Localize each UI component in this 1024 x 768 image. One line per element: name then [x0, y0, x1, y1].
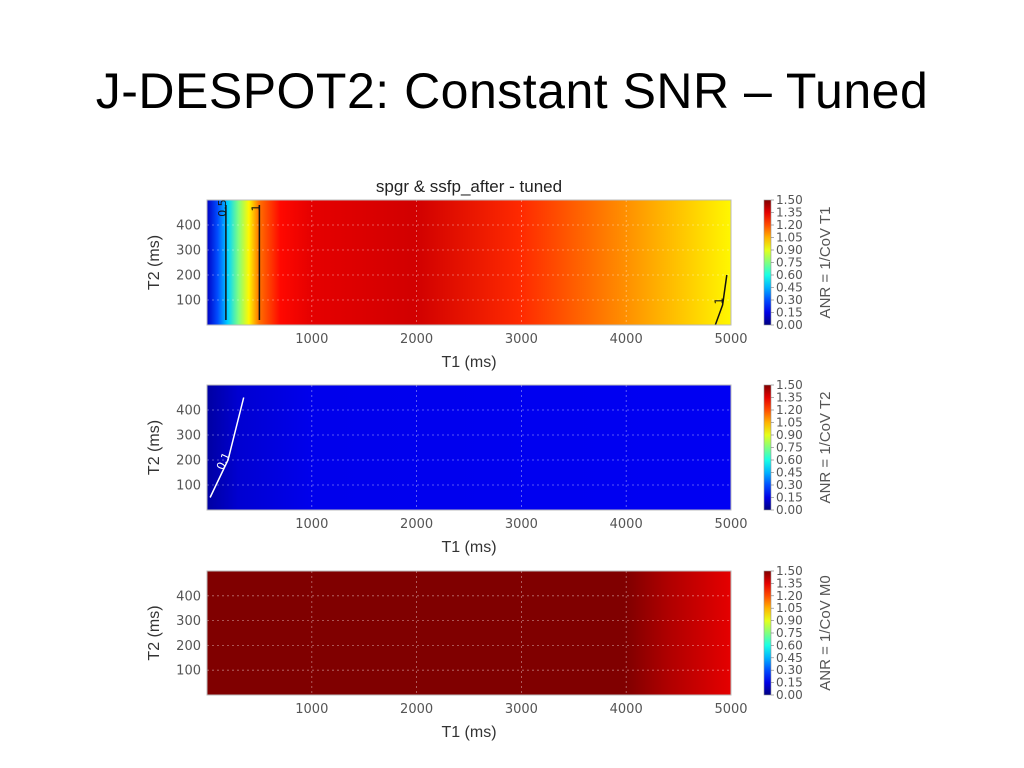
- y-tick-label: 300: [176, 429, 201, 444]
- x-tick-label: 1000: [295, 517, 328, 532]
- y-tick-label: 300: [176, 244, 201, 259]
- colorbar-tick-label: 0.30: [776, 478, 803, 492]
- colorbar-tick-label: 0.75: [776, 626, 803, 640]
- x-axis-label: T1 (ms): [441, 724, 496, 741]
- colorbar-label: ANR = 1/CoV T2: [817, 392, 834, 504]
- colorbar-tick-label: 0.90: [776, 428, 803, 442]
- chart-title: spgr & ssfp_after - tuned: [376, 177, 562, 196]
- colorbar-tick-label: 0.45: [776, 281, 803, 295]
- colorbar-tick-label: 0.30: [776, 663, 803, 677]
- y-tick-label: 200: [176, 454, 201, 469]
- x-tick-label: 1000: [295, 702, 328, 717]
- contour-label: 1: [713, 298, 726, 305]
- colorbar-tick-label: 1.50: [776, 378, 803, 392]
- colorbar: [763, 199, 772, 326]
- colorbar-tick-label: 0.90: [776, 243, 803, 257]
- chart-panel-1: 0.5 1 1 1000 2000 3000 4000 5000 100 200 300 400 T1 …: [146, 177, 834, 371]
- colorbar: [763, 570, 772, 696]
- y-tick-label: 100: [176, 664, 201, 679]
- x-tick-label: 5000: [714, 332, 747, 347]
- x-tick-label: 3000: [505, 517, 538, 532]
- colorbar-tick-label: 1.20: [776, 218, 803, 232]
- colorbar-tick-label: 0.15: [776, 306, 803, 320]
- y-tick-label: 400: [176, 404, 201, 419]
- colorbar-tick-label: 0.75: [776, 441, 803, 455]
- x-tick-label: 3000: [505, 332, 538, 347]
- heatmap-field: [207, 571, 731, 695]
- colorbar-tick-label: 0.00: [776, 318, 803, 332]
- contour-label: 0.5: [216, 199, 229, 217]
- colorbar-label: ANR = 1/CoV T1: [817, 207, 834, 319]
- y-axis-label: T2 (ms): [146, 605, 163, 660]
- x-axis-label: T1 (ms): [441, 539, 496, 556]
- colorbar-tick-label: 0.45: [776, 651, 803, 665]
- contour-line: [209, 397, 245, 498]
- colorbar: [763, 384, 772, 511]
- y-tick-label: 400: [176, 219, 201, 234]
- x-tick-label: 1000: [295, 332, 328, 347]
- colorbar-tick-label: 0.00: [776, 688, 803, 702]
- x-tick-label: 5000: [714, 702, 747, 717]
- colorbar-tick-label: 1.35: [776, 391, 803, 405]
- colorbar-tick-label: 1.50: [776, 564, 803, 578]
- y-tick-label: 400: [176, 589, 201, 604]
- colorbar-tick-label: 1.50: [776, 193, 803, 207]
- x-tick-label: 2000: [400, 332, 433, 347]
- y-tick-label: 100: [176, 294, 201, 309]
- colorbar-tick-label: 0.15: [776, 491, 803, 505]
- colorbar-tick-label: 1.05: [776, 416, 803, 430]
- y-tick-label: 200: [176, 639, 201, 654]
- chart-panel-3: 1000 2000 3000 4000 5000 100 200 300 400 T1 (ms) T…: [146, 564, 834, 741]
- colorbar-tick-label: 1.05: [776, 231, 803, 245]
- colorbar-tick-label: 1.35: [776, 206, 803, 220]
- x-tick-label: 5000: [714, 517, 747, 532]
- plot-frame: [206, 384, 732, 511]
- colorbar-tick-label: 0.60: [776, 268, 803, 282]
- colorbar-tick-label: 1.20: [776, 589, 803, 603]
- contour-line: [714, 274, 728, 326]
- y-tick-label: 300: [176, 614, 201, 629]
- y-tick-label: 100: [176, 479, 201, 494]
- x-tick-label: 4000: [610, 332, 643, 347]
- contour-label: 1: [249, 205, 262, 212]
- x-tick-label: 3000: [505, 702, 538, 717]
- y-axis-label: T2 (ms): [146, 420, 163, 475]
- colorbar-tick-label: 1.20: [776, 403, 803, 417]
- y-axis-label: T2 (ms): [146, 235, 163, 290]
- colorbar-tick-label: 0.60: [776, 453, 803, 467]
- colorbar-tick-label: 1.35: [776, 576, 803, 590]
- colorbar-tick-label: 1.05: [776, 601, 803, 615]
- x-tick-label: 4000: [610, 702, 643, 717]
- colorbar-tick-label: 0.90: [776, 614, 803, 628]
- x-tick-label: 2000: [400, 517, 433, 532]
- x-tick-label: 4000: [610, 517, 643, 532]
- colorbar-tick-label: 0.00: [776, 503, 803, 517]
- x-tick-label: 2000: [400, 702, 433, 717]
- slide-title: J-DESPOT2: Constant SNR – Tuned: [95, 63, 929, 119]
- colorbar-tick-label: 0.15: [776, 676, 803, 690]
- heatmap-field: [207, 200, 731, 325]
- plot-frame: [206, 570, 732, 696]
- x-axis-label: T1 (ms): [441, 354, 496, 371]
- y-tick-label: 200: [176, 269, 201, 284]
- colorbar-tick-label: 0.30: [776, 293, 803, 307]
- colorbar-tick-label: 0.45: [776, 466, 803, 480]
- heatmap-field: [207, 385, 731, 510]
- colorbar-tick-label: 0.75: [776, 256, 803, 270]
- colorbar-tick-label: 0.60: [776, 638, 803, 652]
- plot-frame: [206, 199, 732, 326]
- colorbar-label: ANR = 1/CoV M0: [817, 575, 834, 690]
